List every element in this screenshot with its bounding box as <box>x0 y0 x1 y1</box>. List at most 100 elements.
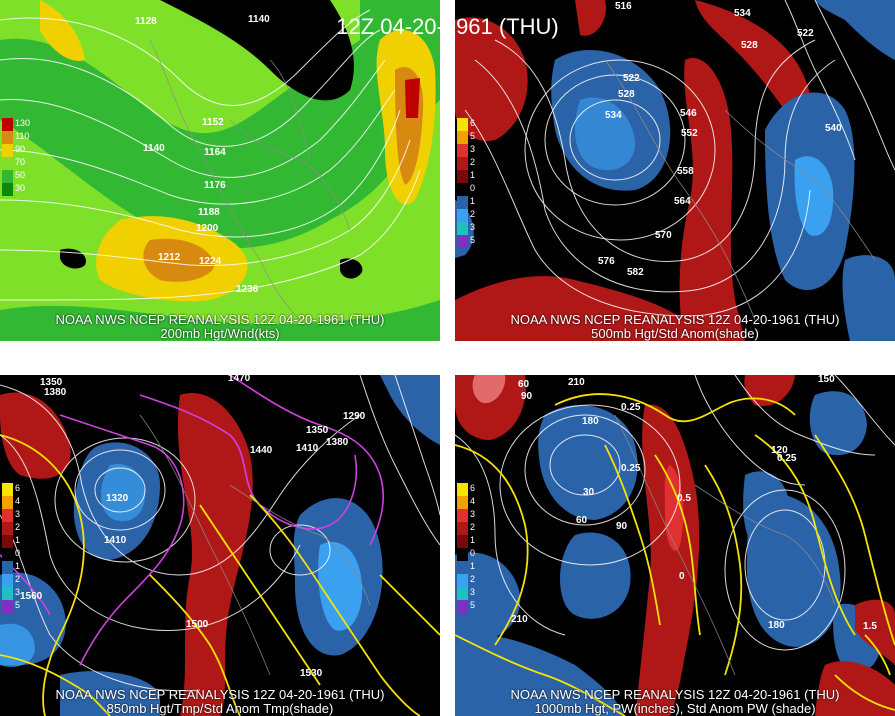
legend-label: 1 <box>470 561 476 571</box>
contour-label: 1470 <box>228 375 251 384</box>
contour-label: 1200 <box>196 223 219 234</box>
panel-1000mb-height-pw: 6 4 3 2 1 0 1 2 3 5 60 90 210 180 120 0.… <box>455 375 895 716</box>
legend-label: 3 <box>470 144 476 154</box>
contour-label: 1350 <box>40 377 63 388</box>
caption-field: 850mb Hgt/Tmp/Std Anom Tmp(shade) <box>106 701 334 716</box>
legend-label: 0 <box>470 183 476 193</box>
contour-label: 30 <box>583 487 595 498</box>
contour-label: 0.5 <box>677 493 691 504</box>
panel-500mb-height-anomaly: 6 5 3 2 1 0 1 2 3 5 516 522 528 534 540 … <box>455 0 895 341</box>
legend-label: 2 <box>15 522 21 532</box>
contour-label: 552 <box>681 128 698 139</box>
legend-label: 4 <box>15 496 21 506</box>
contour-label: 0.25 <box>621 402 641 413</box>
contour-label: 90 <box>521 391 533 402</box>
contour-label: 0.25 <box>621 463 641 474</box>
contour-label: 1152 <box>202 117 224 128</box>
contour-label: 558 <box>677 166 694 177</box>
legend-label: 2 <box>15 574 21 584</box>
legend-label: 130 <box>15 118 31 128</box>
contour-label: 534 <box>734 8 751 19</box>
map-1000mb-pw <box>455 375 895 716</box>
legend-label: 6 <box>470 118 476 128</box>
caption-source: NOAA NWS NCEP REANALYSIS 12Z 04-20-1961 … <box>510 687 840 702</box>
legend-label: 2 <box>470 522 476 532</box>
legend-label: 5 <box>470 131 476 141</box>
contour-label: 180 <box>582 416 599 427</box>
legend-label: 6 <box>470 483 476 493</box>
contour-label: 1290 <box>343 411 366 422</box>
contour-label: 1560 <box>20 591 43 602</box>
contour-label: 528 <box>618 89 635 100</box>
contour-label: 1350 <box>306 425 329 436</box>
legend-label: 5 <box>470 235 476 245</box>
contour-label: 570 <box>655 230 672 241</box>
contour-label: 1410 <box>296 443 319 454</box>
legend-label: 1 <box>470 196 476 206</box>
legend-label: 6 <box>15 483 21 493</box>
legend-label: 30 <box>15 183 26 193</box>
caption-field: 500mb Hgt/Std Anom(shade) <box>591 326 759 341</box>
caption-source: NOAA NWS NCEP REANALYSIS 12Z 04-20-1961 … <box>510 312 840 327</box>
map-200mb <box>0 0 440 341</box>
contour-label: 60 <box>518 379 530 390</box>
caption-source: NOAA NWS NCEP REANALYSIS 12Z 04-20-1961 … <box>55 312 385 327</box>
legend-label: 3 <box>470 587 476 597</box>
contour-label: 210 <box>568 377 585 388</box>
caption-field: 1000mb Hgt, PW(inches), Std Anom PW (sha… <box>534 701 816 716</box>
caption-source: NOAA NWS NCEP REANALYSIS 12Z 04-20-1961 … <box>55 687 385 702</box>
contour-label: 1188 <box>198 207 220 218</box>
contour-label: 1140 <box>248 14 270 25</box>
wind-speed-legend: 130 110 90 70 50 30 <box>2 118 30 196</box>
contour-label: 60 <box>576 515 588 526</box>
panel-200mb-height-wind: 130 110 90 70 50 30 1128 1140 1140 1152 … <box>0 0 440 341</box>
legend-label: 110 <box>15 131 30 141</box>
contour-label: 522 <box>797 28 814 39</box>
contour-label: 1140 <box>143 143 165 154</box>
legend-label: 4 <box>470 496 476 506</box>
contour-label: 90 <box>616 521 628 532</box>
caption-field: 200mb Hgt/Wnd(kts) <box>160 326 280 341</box>
contour-label: 0 <box>679 571 685 582</box>
legend-label: 0 <box>470 548 476 558</box>
contour-label: 1164 <box>204 147 226 158</box>
contour-label: 1212 <box>158 252 181 263</box>
legend-label: 70 <box>15 157 26 167</box>
panel-850mb-height-temp: 6 4 3 2 1 0 1 2 3 5 1350 1380 1320 1410 … <box>0 375 440 716</box>
contour-label: 1.5 <box>863 621 877 632</box>
contour-label: 1224 <box>199 256 222 267</box>
contour-label: 1128 <box>135 16 157 27</box>
legend-label: 50 <box>15 170 26 180</box>
contour-label: 180 <box>768 620 785 631</box>
page-title: 12Z 04-20-1961 (THU) <box>336 14 559 39</box>
contour-label: 1530 <box>300 668 323 679</box>
contour-label: 564 <box>674 196 691 207</box>
contour-label: 528 <box>741 40 758 51</box>
contour-label: 120 <box>771 445 788 456</box>
contour-label: 1410 <box>104 535 127 546</box>
contour-label: 210 <box>511 614 528 625</box>
legend-label: 2 <box>470 209 476 219</box>
contour-label: 150 <box>818 375 835 385</box>
legend-label: 1 <box>15 535 21 545</box>
legend-label: 3 <box>470 509 476 519</box>
legend-label: 0 <box>15 548 21 558</box>
contour-label: 1236 <box>236 284 259 295</box>
contour-label: 0.25 <box>777 453 797 464</box>
anomaly-legend: 6 5 3 2 1 0 1 2 3 5 <box>457 118 475 248</box>
legend-label: 5 <box>15 600 21 610</box>
contour-label: 576 <box>598 256 615 267</box>
contour-label: 1320 <box>106 493 129 504</box>
legend-label: 2 <box>470 574 476 584</box>
temp-anomaly-legend: 6 4 3 2 1 0 1 2 3 5 <box>2 483 20 613</box>
contour-label: 1380 <box>326 437 349 448</box>
legend-label: 1 <box>470 170 476 180</box>
contour-label: 1176 <box>204 180 226 191</box>
legend-label: 3 <box>15 587 21 597</box>
contour-label: 516 <box>615 1 632 12</box>
contour-label: 1500 <box>186 619 209 630</box>
map-850mb <box>0 375 440 716</box>
contour-label: 540 <box>825 123 842 134</box>
legend-label: 5 <box>470 600 476 610</box>
